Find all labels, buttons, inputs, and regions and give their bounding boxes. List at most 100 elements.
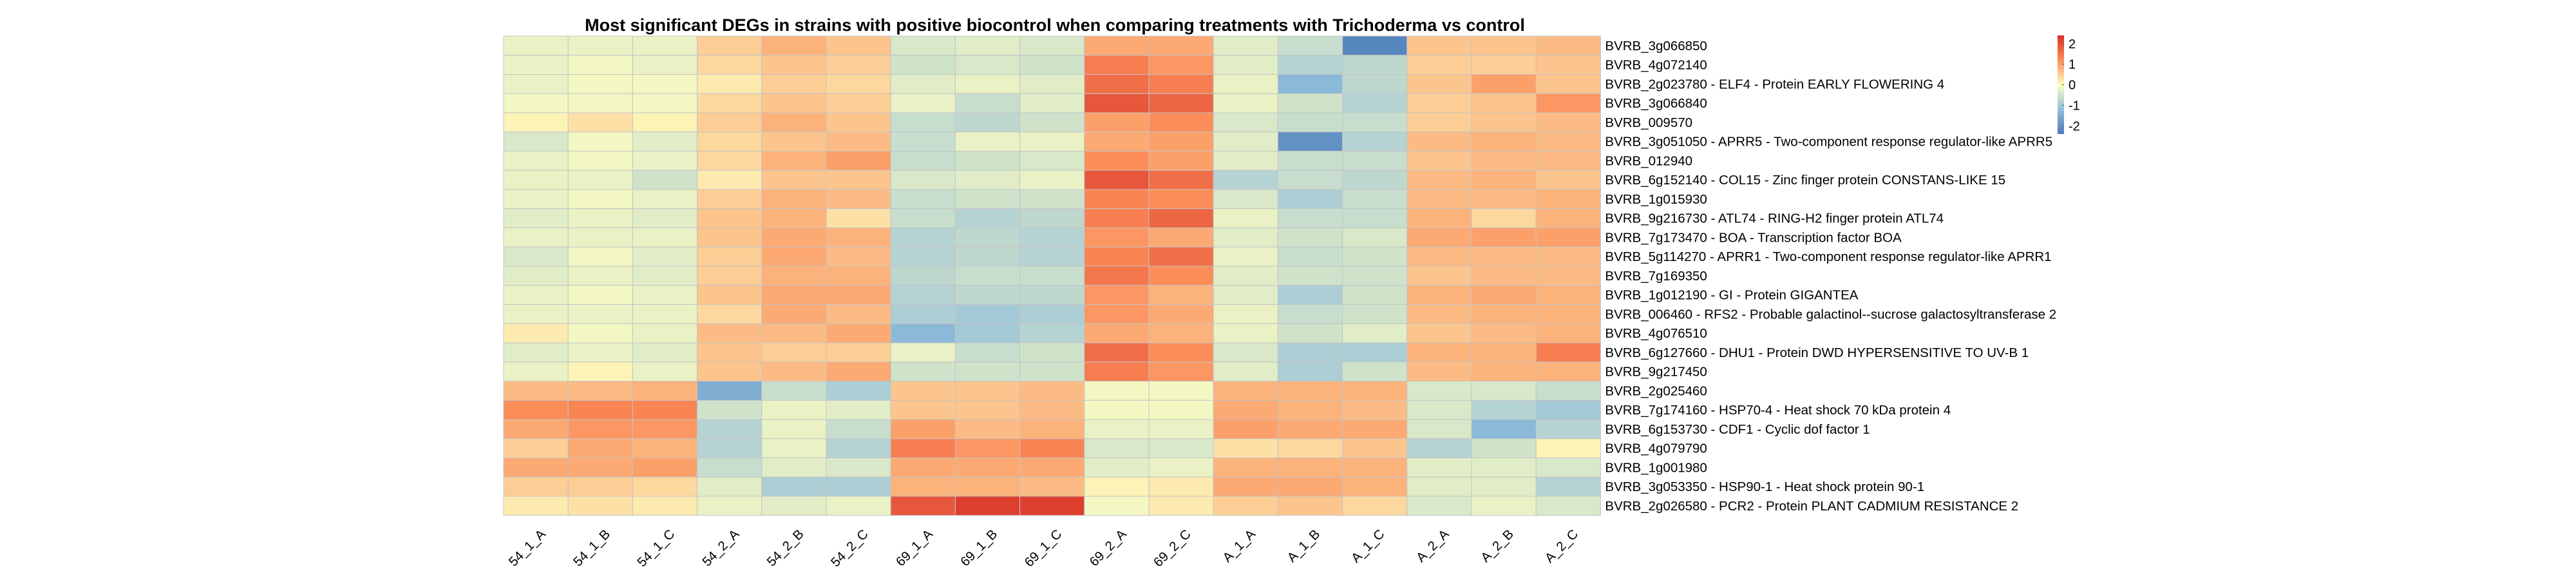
heatmap-cell (1535, 151, 1601, 171)
heatmap-cell (826, 342, 891, 363)
heatmap-cell (890, 55, 956, 75)
heatmap-cell (632, 438, 698, 458)
heatmap-cell (1277, 189, 1343, 209)
row-label: BVRB_5g114270 - APRR1 - Two-component re… (1605, 249, 2051, 264)
heatmap-cell (1084, 400, 1150, 420)
row-label: BVRB_7g174160 - HSP70-4 - Heat shock 70 … (1605, 403, 1951, 418)
column-label: 54_2_C (828, 527, 871, 570)
heatmap-cell (1342, 227, 1408, 247)
heatmap-cell (632, 458, 698, 478)
heatmap-cell (1471, 458, 1537, 478)
heatmap-cell (1342, 93, 1408, 113)
heatmap-cell (826, 208, 891, 228)
heatmap-cell (1406, 362, 1472, 382)
heatmap-cell (1213, 438, 1278, 458)
heatmap-cell (1084, 323, 1150, 343)
heatmap-cell (826, 74, 891, 94)
heatmap-cell (1277, 246, 1343, 267)
heatmap-cell (1148, 381, 1214, 401)
heatmap-cell (1213, 131, 1278, 151)
heatmap-cell (1277, 381, 1343, 401)
legend-tick-label: -1 (2069, 99, 2080, 113)
heatmap-cell (1471, 208, 1537, 228)
heatmap-cell (1342, 419, 1408, 440)
heatmap-cell (1213, 400, 1278, 420)
heatmap-cell (1535, 74, 1601, 94)
heatmap-cell (1019, 438, 1085, 458)
row-label: BVRB_2g023780 - ELF4 - Protein EARLY FLO… (1605, 77, 1944, 92)
heatmap-cell (1342, 285, 1408, 305)
heatmap-cell (1406, 381, 1472, 401)
heatmap-cell (1535, 304, 1601, 324)
heatmap-cell (1471, 285, 1537, 305)
heatmap-cell (1084, 246, 1150, 267)
heatmap-cell (890, 381, 956, 401)
heatmap-cell (503, 438, 569, 458)
heatmap-cell (1471, 189, 1537, 209)
heatmap-cell (697, 189, 762, 209)
heatmap-cell (697, 55, 762, 75)
heatmap-cell (503, 496, 569, 516)
heatmap-cell (632, 400, 698, 420)
heatmap-cell (567, 342, 633, 363)
heatmap-cell (1535, 496, 1601, 516)
heatmap-cell (632, 151, 698, 171)
heatmap-cell (1277, 131, 1343, 151)
heatmap-cell (697, 246, 762, 267)
row-label: BVRB_3g066850 (1605, 39, 1707, 53)
heatmap-cell (632, 362, 698, 382)
heatmap-cell (1342, 304, 1408, 324)
heatmap-cell (503, 189, 569, 209)
heatmap-cell (1084, 112, 1150, 133)
heatmap-cell (567, 496, 633, 516)
heatmap-cell (503, 362, 569, 382)
heatmap-cell (1406, 112, 1472, 133)
heatmap-cell (761, 55, 827, 75)
heatmap-cell (1019, 208, 1085, 228)
heatmap-cell (1148, 476, 1214, 497)
heatmap-cell (1213, 476, 1278, 497)
heatmap-cell (761, 438, 827, 458)
heatmap-cell (1277, 458, 1343, 478)
heatmap-cell (954, 304, 1021, 324)
heatmap-cell (1213, 189, 1278, 209)
heatmap-cell (890, 35, 956, 56)
heatmap-cell (761, 169, 827, 190)
row-label: BVRB_6g152140 - COL15 - Zinc finger prot… (1605, 173, 2005, 188)
heatmap-cell (1277, 304, 1343, 324)
heatmap-cell (1148, 169, 1214, 190)
heatmap-cell (1406, 304, 1472, 324)
heatmap-cell (1406, 169, 1472, 190)
heatmap-cell (890, 438, 956, 458)
heatmap-cell (1342, 323, 1408, 343)
heatmap-cell (1406, 208, 1472, 228)
heatmap-cell (1277, 342, 1343, 363)
heatmap-cell (1342, 400, 1408, 420)
heatmap-cell (761, 151, 827, 171)
heatmap-cell (1406, 419, 1472, 440)
heatmap-cell (1019, 266, 1085, 286)
row-label: BVRB_7g173470 - BOA - Transcription fact… (1605, 230, 1902, 245)
heatmap-cell (503, 304, 569, 324)
heatmap-cell (697, 458, 762, 478)
heatmap-cell (1277, 323, 1343, 343)
heatmap-cell (1019, 227, 1085, 247)
heatmap-cell (697, 476, 762, 497)
heatmap-cell (1019, 476, 1085, 497)
heatmap-cell (1535, 169, 1601, 190)
heatmap-cell (1019, 400, 1085, 420)
heatmap-cell (567, 381, 633, 401)
row-label: BVRB_1g012190 - GI - Protein GIGANTEA (1605, 288, 1858, 303)
heatmap-cell (1148, 208, 1214, 228)
heatmap-cell (1213, 93, 1278, 113)
heatmap-cell (1535, 419, 1601, 440)
column-label: 69_1_A (893, 527, 936, 569)
heatmap-cell (1148, 342, 1214, 363)
row-labels: BVRB_3g066850 BVRB_4g072140 BVRB_2g023780 … (1605, 39, 2056, 514)
heatmap-cell (567, 55, 633, 75)
heatmap-cell (1342, 362, 1408, 382)
heatmap-cell (1406, 266, 1472, 286)
heatmap-cell (503, 227, 569, 247)
column-label: A_2_C (1542, 527, 1581, 566)
heatmap-cell (1213, 362, 1278, 382)
